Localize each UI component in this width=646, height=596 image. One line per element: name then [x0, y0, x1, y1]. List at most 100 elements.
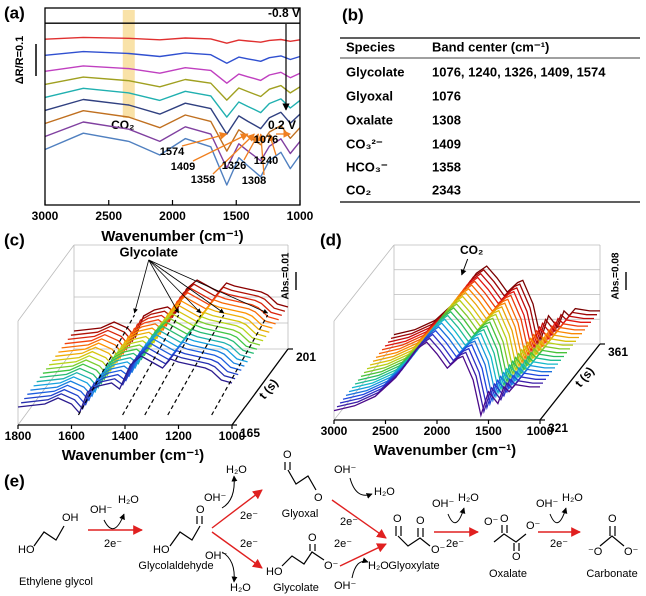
- x-tick-label: 1800: [5, 429, 32, 443]
- band-guide: [211, 314, 269, 416]
- bond: [196, 516, 203, 524]
- table-cell: 2343: [432, 182, 461, 197]
- spectrum: [58, 300, 273, 360]
- electrons: 2e⁻: [104, 538, 122, 550]
- panel-label: (d): [320, 230, 342, 249]
- curved-arrow: [351, 557, 369, 579]
- electrons: 2e⁻: [446, 538, 464, 550]
- atom: O⁻: [324, 560, 339, 572]
- annotation-arrow: [133, 259, 150, 314]
- t-axis-line: [231, 348, 289, 426]
- curved-arrow: [349, 477, 373, 499]
- spectrum: [39, 325, 254, 385]
- x-tick-label: 1500: [223, 209, 250, 223]
- annotation: Glycolate: [119, 244, 178, 259]
- atom: OH: [62, 512, 79, 524]
- compound-name: Glycolaldehyde: [138, 560, 213, 572]
- scale-bar-label: ΔR/R=0.1: [14, 36, 26, 85]
- x-tick-label: 1600: [58, 429, 85, 443]
- spectrum: [44, 132, 301, 186]
- spectrum: [21, 351, 236, 411]
- atom: ⁻O: [588, 546, 603, 558]
- scale-bar-label: Abs.=0.01: [281, 252, 292, 299]
- atom: HO: [18, 544, 35, 556]
- atom: O: [512, 551, 521, 563]
- atom: O⁻: [624, 546, 639, 558]
- curved-arrow: [221, 551, 238, 583]
- table-cell: 1409: [432, 136, 461, 151]
- spectrum: [70, 283, 286, 343]
- atom: O: [393, 513, 402, 525]
- annotation-arrow: [460, 258, 469, 276]
- band-label: 1240: [254, 155, 278, 167]
- reaction-scheme: (e) HO OH Ethylene glycol OH⁻ H₂O 2e⁻ HO…: [4, 449, 639, 594]
- annotation-arrow: [148, 259, 202, 314]
- product: H₂O: [374, 486, 395, 498]
- panel-label: (b): [342, 5, 364, 24]
- panel-label: (c): [4, 230, 25, 249]
- atom: O⁻: [431, 544, 446, 556]
- atom: HO: [153, 544, 170, 556]
- band-arrow: [212, 133, 255, 175]
- bond: [169, 525, 201, 547]
- spectrum: [17, 355, 233, 415]
- electrons: 2e⁻: [340, 516, 358, 528]
- spectrum: [42, 321, 258, 381]
- annotation-arrow: [148, 259, 269, 314]
- annotation-arrow: [148, 259, 225, 314]
- spectrum: [73, 279, 289, 339]
- atom: HO: [266, 566, 283, 578]
- table-cell: Glycolate: [346, 64, 405, 79]
- compound-name: Glyoxylate: [388, 560, 439, 572]
- atom: O: [314, 492, 323, 504]
- spectrum: [44, 76, 301, 101]
- bond: [281, 551, 325, 567]
- table-panel: (b) Species Band center (cm⁻¹) Glycolate…: [340, 5, 640, 203]
- potential-end: 0.2 V: [268, 118, 296, 132]
- band-arrow: [181, 132, 228, 147]
- product: H₂O: [368, 560, 389, 572]
- spectrum: [44, 36, 301, 44]
- electrons: 2e⁻: [334, 538, 352, 550]
- bond: [599, 535, 625, 547]
- t-axis-title: t (s): [256, 376, 281, 402]
- atom: O: [416, 515, 425, 527]
- spectrum: [30, 338, 245, 398]
- t-tick-label: 321: [548, 421, 568, 435]
- curved-arrow: [103, 513, 125, 530]
- table-cell: HCO₃⁻: [346, 159, 388, 174]
- bond: [501, 525, 520, 551]
- curved-arrow: [447, 507, 466, 524]
- electrons: 2e⁻: [550, 538, 568, 550]
- band-guide: [77, 314, 135, 416]
- side-wall-line: [17, 244, 75, 322]
- reaction-arrow: [211, 489, 263, 529]
- bond: [309, 544, 316, 551]
- bond: [395, 526, 424, 537]
- x-tick-label: 2000: [424, 424, 451, 438]
- t-axis-line: [539, 343, 601, 421]
- atom: O⁻: [484, 516, 499, 528]
- t-tick-label: 165: [240, 426, 260, 440]
- reaction-arrow: [339, 543, 387, 567]
- band-label: 1409: [171, 161, 195, 173]
- atom: O: [283, 449, 292, 461]
- co2-band: [122, 10, 135, 118]
- band-arrow: [257, 133, 266, 176]
- spectrum: [44, 121, 301, 169]
- reagent: OH⁻: [334, 464, 357, 476]
- x-tick-label: 2500: [372, 424, 399, 438]
- x-tick-label: 1200: [165, 429, 192, 443]
- table-cell: 1308: [432, 112, 461, 127]
- annotation-arrow: [148, 259, 179, 314]
- bond: [284, 462, 291, 470]
- floor-line: [17, 348, 75, 426]
- table-cell: 1358: [432, 159, 461, 174]
- band-guide: [144, 314, 202, 416]
- x-axis-title: Wavenumber (cm⁻¹): [62, 447, 204, 464]
- reagent: OH⁻: [205, 550, 228, 562]
- spectrum: [24, 346, 239, 406]
- reagent: OH⁻: [536, 498, 559, 510]
- reagent: OH⁻: [90, 504, 113, 516]
- curved-arrow: [221, 475, 238, 509]
